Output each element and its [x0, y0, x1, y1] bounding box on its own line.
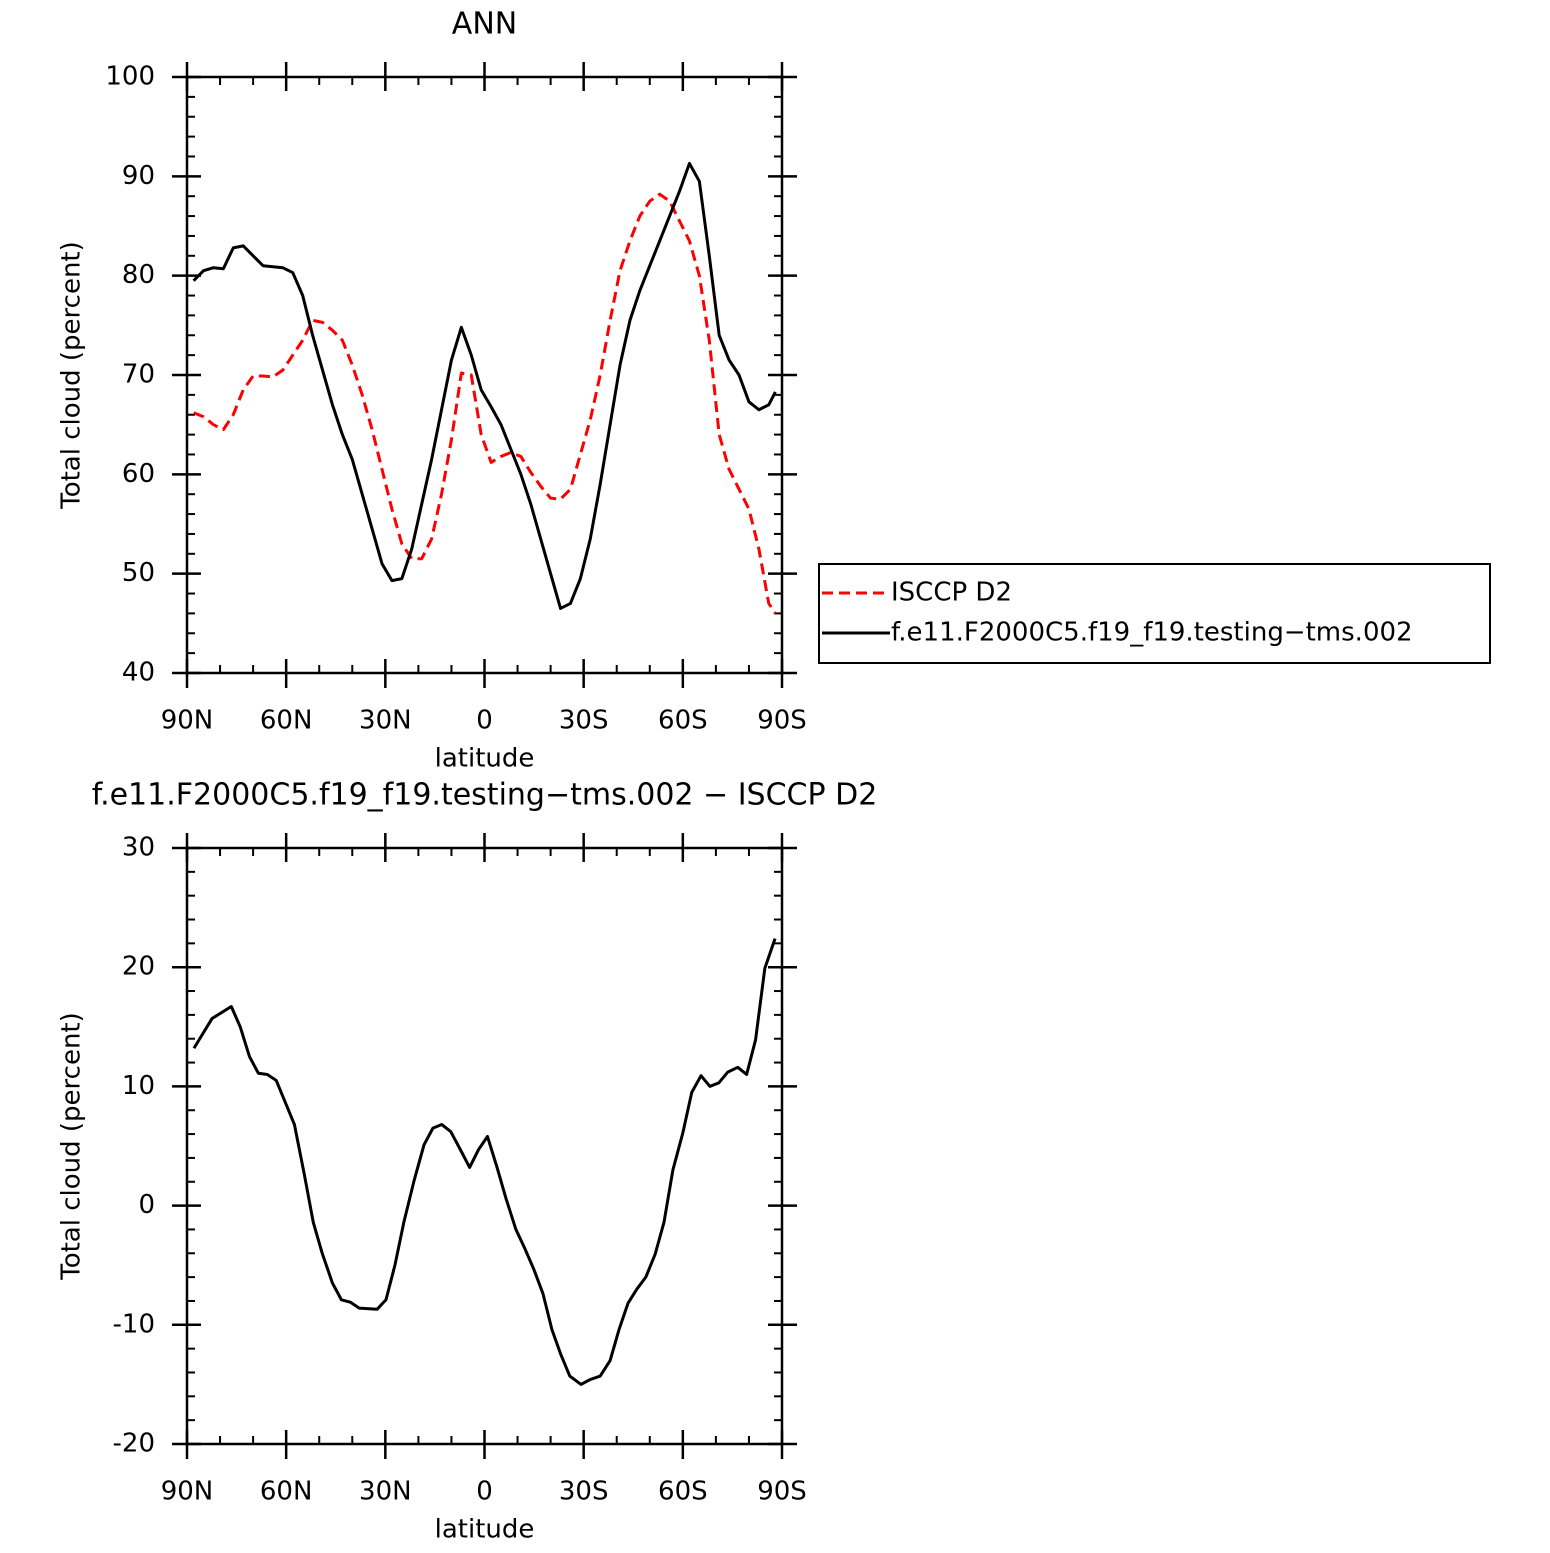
chart-title: f.e11.F2000C5.f19_f19.testing−tms.002 − …: [92, 778, 878, 813]
y-tick-label: 30: [122, 833, 155, 863]
legend-label: ISCCP D2: [891, 578, 1012, 608]
legend-box: [818, 563, 1491, 664]
x-axis-label: latitude: [435, 1515, 535, 1545]
x-tick-label: 60S: [658, 706, 708, 736]
x-tick-label: 30S: [559, 1477, 609, 1507]
y-tick-label: 70: [122, 360, 155, 390]
data-line: [192, 161, 777, 610]
x-tick-label: 60S: [658, 1477, 708, 1507]
x-tick-label: 90N: [161, 1477, 214, 1507]
x-tick-label: 0: [476, 1477, 493, 1507]
x-tick-label: 90S: [757, 706, 807, 736]
data-line: [193, 192, 777, 615]
legend-label: f.e11.F2000C5.f19_f19.testing−tms.002: [891, 618, 1413, 648]
y-tick-label: 100: [105, 62, 155, 92]
plot-frame: [185, 846, 784, 1446]
y-tick-label: 50: [122, 558, 155, 588]
y-axis-label: Total cloud (percent): [57, 241, 87, 510]
y-axis-label: Total cloud (percent): [57, 1012, 87, 1281]
x-tick-label: 90N: [161, 706, 214, 736]
x-tick-label: 30N: [359, 1477, 412, 1507]
data-line: [192, 938, 777, 1386]
x-tick-label: 90S: [757, 1477, 807, 1507]
y-tick-label: -10: [113, 1309, 155, 1339]
y-tick-label: 90: [122, 161, 155, 191]
y-tick-label: -20: [113, 1429, 155, 1459]
x-tick-label: 0: [476, 706, 493, 736]
y-tick-label: 40: [122, 658, 155, 688]
x-axis-label: latitude: [435, 744, 535, 774]
y-tick-label: 0: [138, 1190, 155, 1220]
y-tick-label: 10: [122, 1071, 155, 1101]
x-tick-label: 30S: [559, 706, 609, 736]
x-tick-label: 60N: [260, 706, 313, 736]
chart-title: ANN: [452, 7, 517, 42]
x-tick-label: 30N: [359, 706, 412, 736]
x-tick-label: 60N: [260, 1477, 313, 1507]
y-tick-label: 60: [122, 459, 155, 489]
y-tick-label: 20: [122, 952, 155, 982]
y-tick-label: 80: [122, 260, 155, 290]
plot-frame: [185, 75, 784, 675]
